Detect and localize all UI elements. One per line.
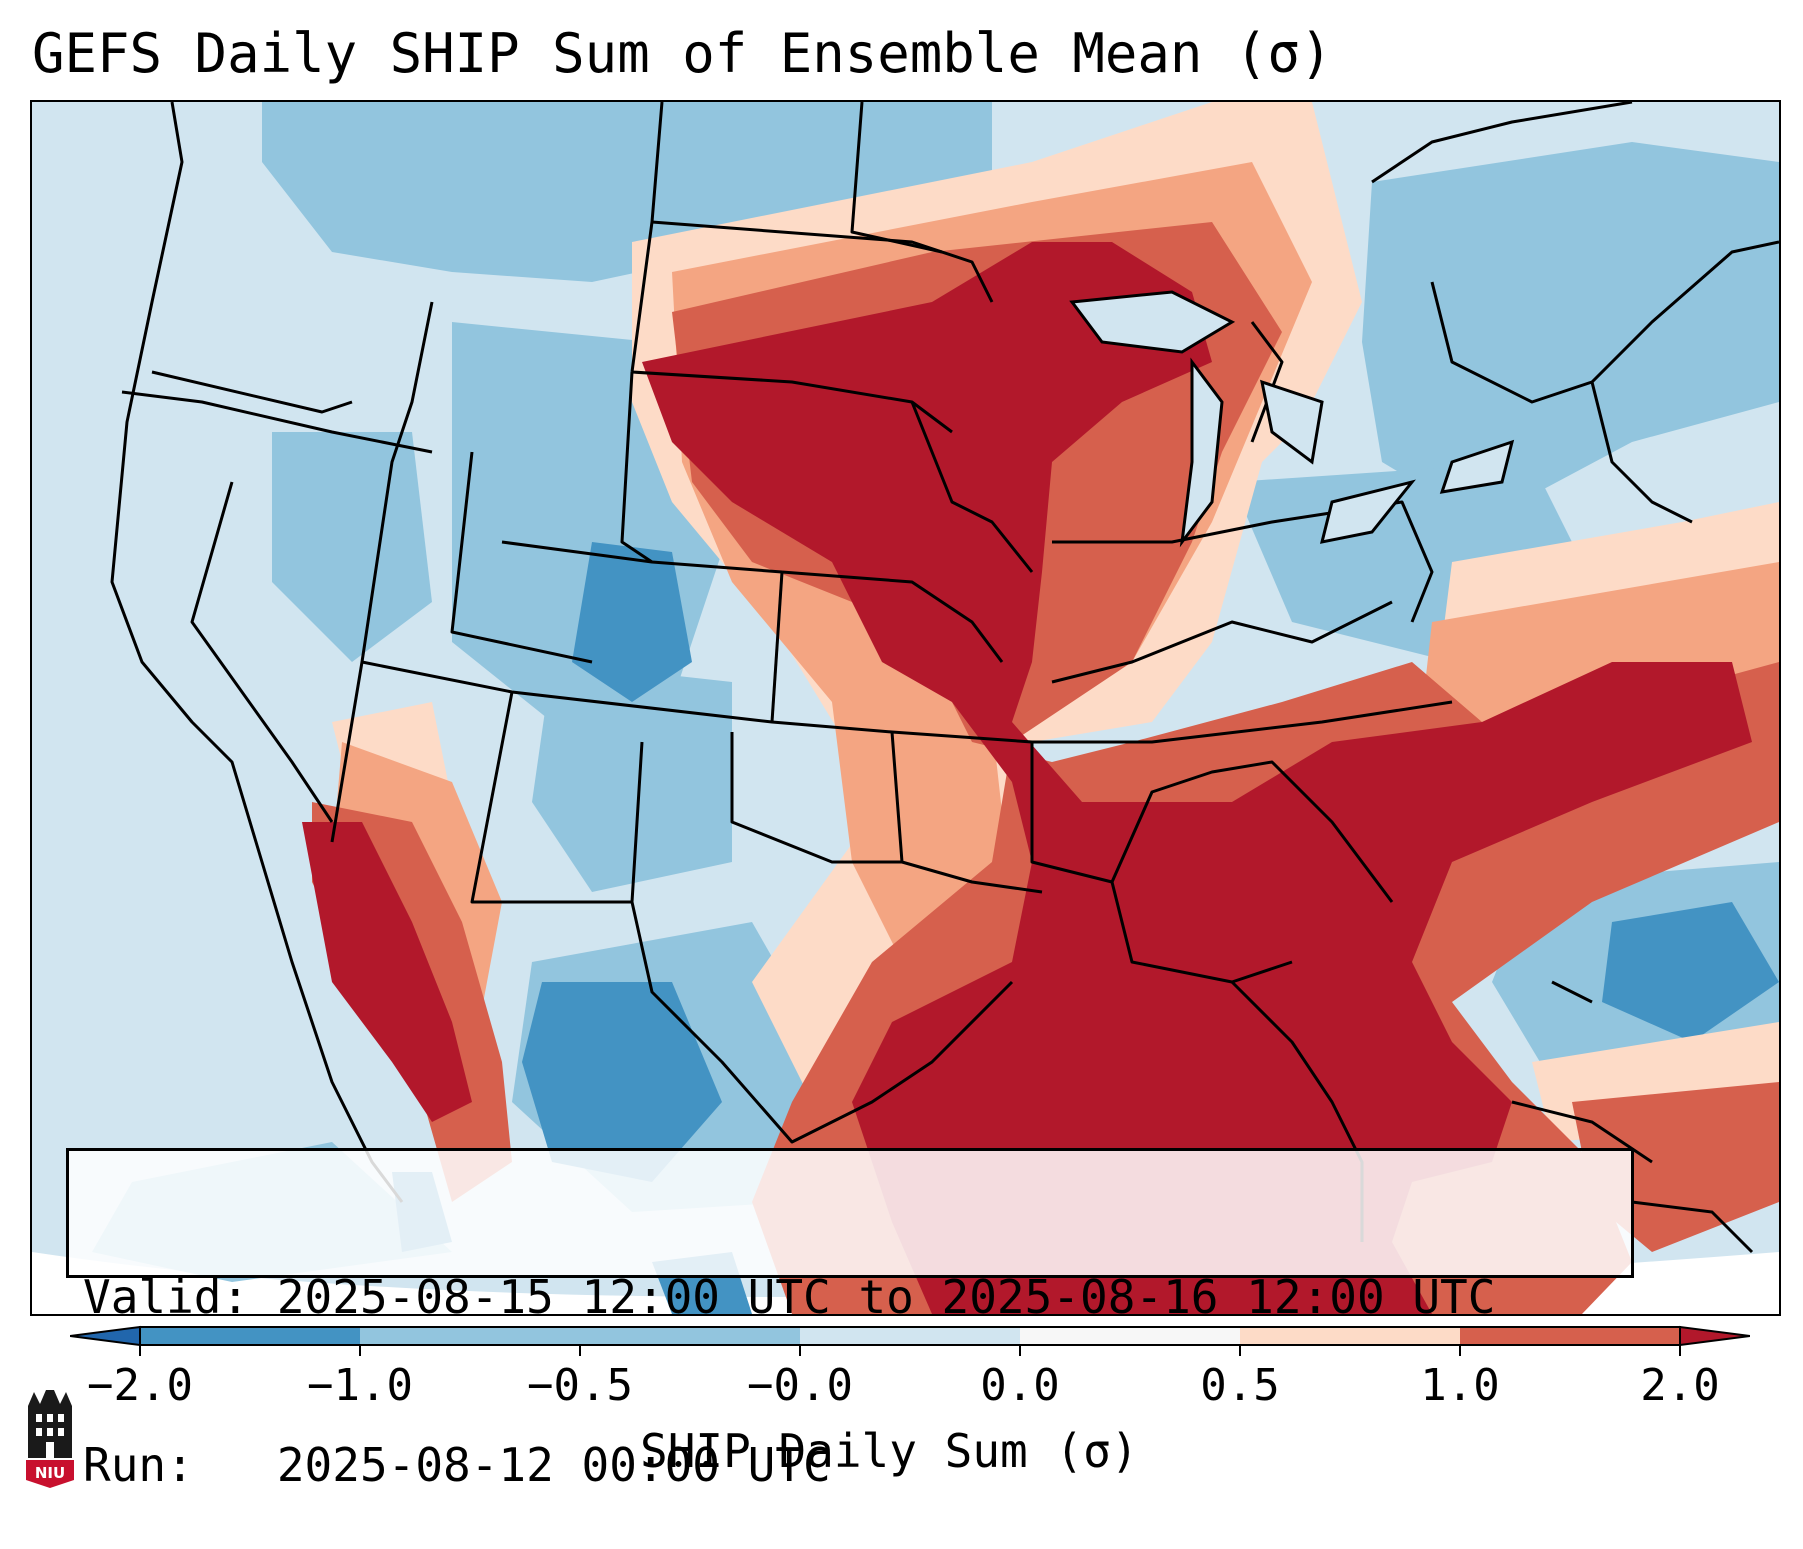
colorbar-tick-label: 0.0 bbox=[980, 1360, 1060, 1411]
great-lakes bbox=[1069, 290, 1515, 548]
colorbar-segment bbox=[140, 1327, 361, 1345]
state-borders bbox=[110, 102, 1779, 1242]
colorbar-extend-low bbox=[70, 1325, 141, 1347]
anomaly-map-svg bbox=[32, 102, 1779, 1314]
colorbar-ticks bbox=[139, 1345, 1681, 1356]
validity-info-box: Valid: 2025-08-15 12:00 UTC to 2025-08-1… bbox=[66, 1148, 1634, 1492]
map-title: GEFS Daily SHIP Sum of Ensemble Mean (σ) bbox=[32, 22, 1333, 85]
colorbar-segment bbox=[580, 1327, 801, 1345]
colorbar-tick-label: 1.0 bbox=[1420, 1360, 1500, 1411]
colorbar-segment bbox=[1460, 1327, 1681, 1345]
colorbar-extend-high bbox=[1679, 1325, 1750, 1347]
colorbar-segments bbox=[140, 1327, 1681, 1345]
colorbar-tick-label: −0.5 bbox=[527, 1360, 633, 1411]
colorbar-tick-label: 2.0 bbox=[1640, 1360, 1720, 1411]
colorbar-segment bbox=[800, 1327, 1021, 1345]
colorbar bbox=[70, 1325, 1750, 1356]
colorbar-label: SHIP Daily Sum (σ) bbox=[640, 1424, 1139, 1478]
colorbar-tick-label: 0.5 bbox=[1200, 1360, 1280, 1411]
svg-text:NIU: NIU bbox=[35, 1464, 65, 1482]
colorbar-tick-label: −2.0 bbox=[87, 1360, 193, 1411]
colorbar-segment bbox=[1020, 1327, 1241, 1345]
map-panel[interactable] bbox=[30, 100, 1781, 1316]
anomaly-dark-red bbox=[302, 242, 1752, 1314]
valid-time-text: Valid: 2025-08-15 12:00 UTC to 2025-08-1… bbox=[83, 1270, 1496, 1324]
colorbar-segment bbox=[360, 1327, 581, 1345]
run-time-text: Run: 2025-08-12 00:00 UTC bbox=[83, 1438, 831, 1492]
colorbar-tick-label: −0.0 bbox=[747, 1360, 853, 1411]
colorbar-outline bbox=[139, 1326, 1681, 1346]
niu-logo-icon: NIU bbox=[26, 1390, 74, 1488]
colorbar-tick-label: −1.0 bbox=[307, 1360, 413, 1411]
colorbar-segment bbox=[1240, 1327, 1461, 1345]
